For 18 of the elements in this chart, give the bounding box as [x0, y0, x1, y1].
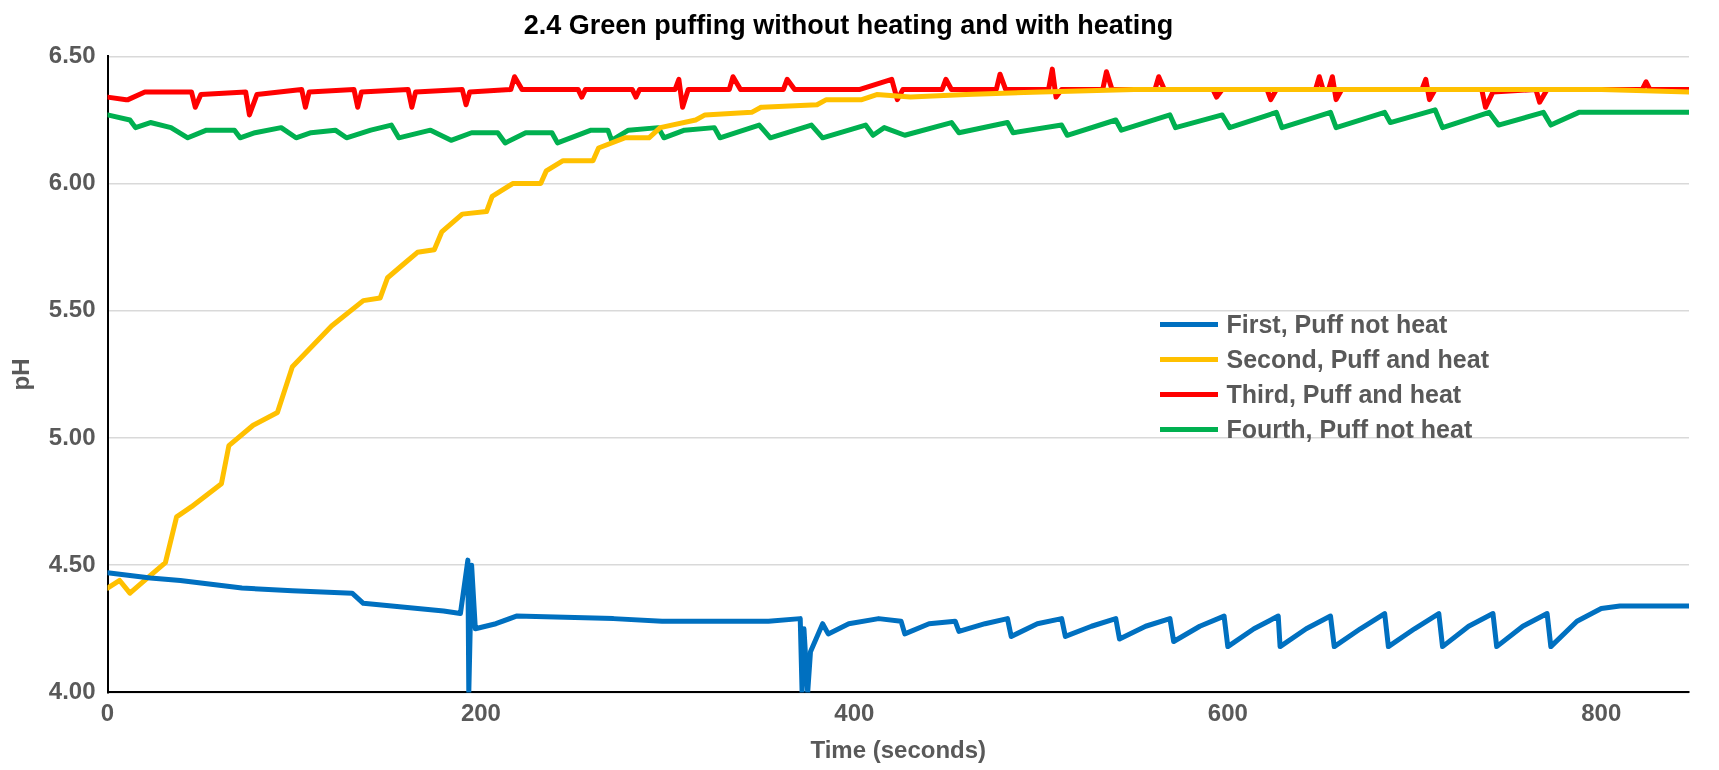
y-axis-title: pH [7, 358, 35, 391]
y-tick-label: 4.50 [48, 549, 96, 577]
x-tick-label: 200 [460, 699, 501, 727]
chart-title: 2.4 Green puffing without heating and with heating [523, 9, 1174, 40]
legend-label: Third, Puff and heat [1226, 380, 1462, 409]
y-tick-label: 5.50 [48, 295, 96, 323]
y-tick-label: 4.00 [48, 677, 96, 705]
x-tick-label: 800 [1581, 699, 1622, 727]
x-tick-label: 600 [1207, 699, 1248, 727]
y-tick-label: 6.00 [48, 168, 96, 196]
legend-label: Fourth, Puff not heat [1226, 415, 1473, 444]
x-tick-label: 0 [100, 699, 115, 727]
x-axis-title: Time (seconds) [810, 736, 987, 764]
x-tick-label: 400 [834, 699, 875, 727]
legend-label: Second, Puff and heat [1226, 345, 1489, 374]
y-tick-label: 5.00 [48, 422, 96, 450]
legend-label: First, Puff not heat [1226, 310, 1448, 339]
y-tick-label: 6.50 [48, 41, 96, 69]
